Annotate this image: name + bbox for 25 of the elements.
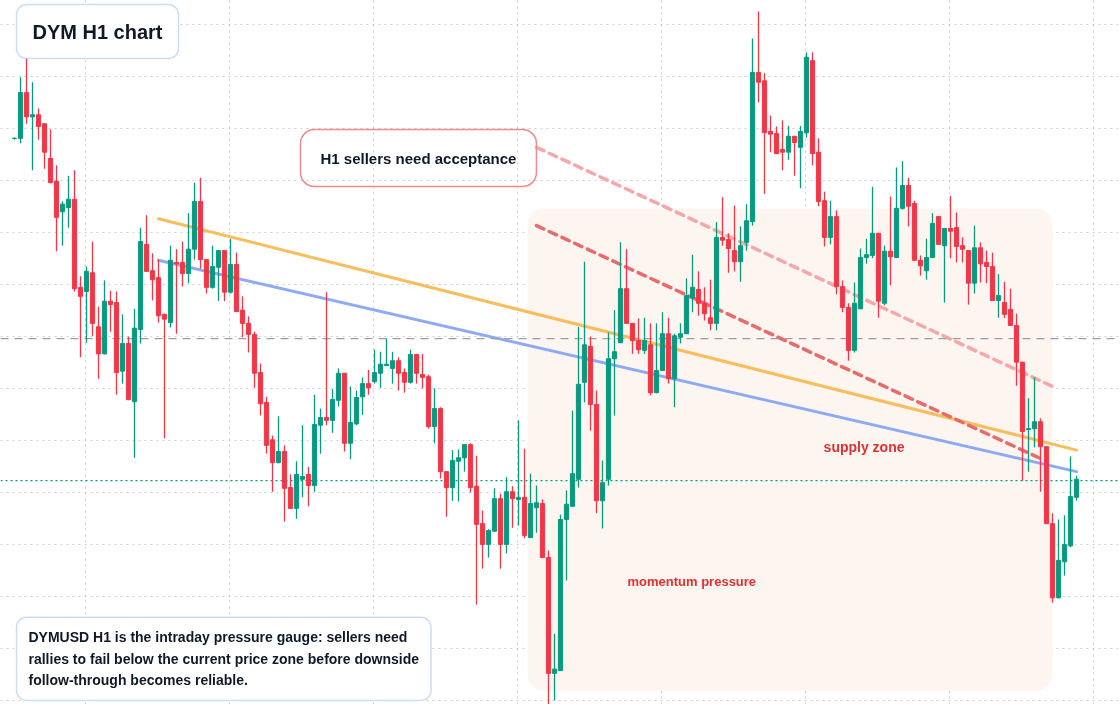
candlestick [83, 265, 90, 344]
candlestick [29, 81, 36, 171]
annotation: DYMUSD H1 is the intraday pressure gauge: sellers need rallies to fail below the current price zone before downside follow-through becomes reliable. [28, 629, 420, 689]
candlestick [413, 353, 420, 385]
annotation: H1 sellers need acceptance [320, 149, 517, 167]
candlestick [431, 387, 438, 444]
candlestick [791, 135, 798, 177]
candlestick [305, 466, 312, 507]
candlestick [827, 200, 834, 245]
annotation: momentum pressure [627, 573, 757, 589]
chart-title: DYM H1 chart [32, 20, 163, 43]
candlestick [887, 195, 894, 286]
candlestick [509, 485, 516, 529]
candlestick [941, 227, 948, 304]
candlestick [323, 291, 330, 426]
candlestick [785, 125, 792, 161]
candlestick [365, 369, 372, 396]
candlestick [995, 273, 1002, 319]
candlestick [359, 376, 366, 416]
candlestick [641, 317, 648, 355]
candlestick [275, 415, 282, 464]
candlestick [737, 225, 744, 283]
annotation: supply zone [823, 438, 905, 455]
candlestick [707, 279, 714, 331]
candlestick [731, 204, 738, 273]
